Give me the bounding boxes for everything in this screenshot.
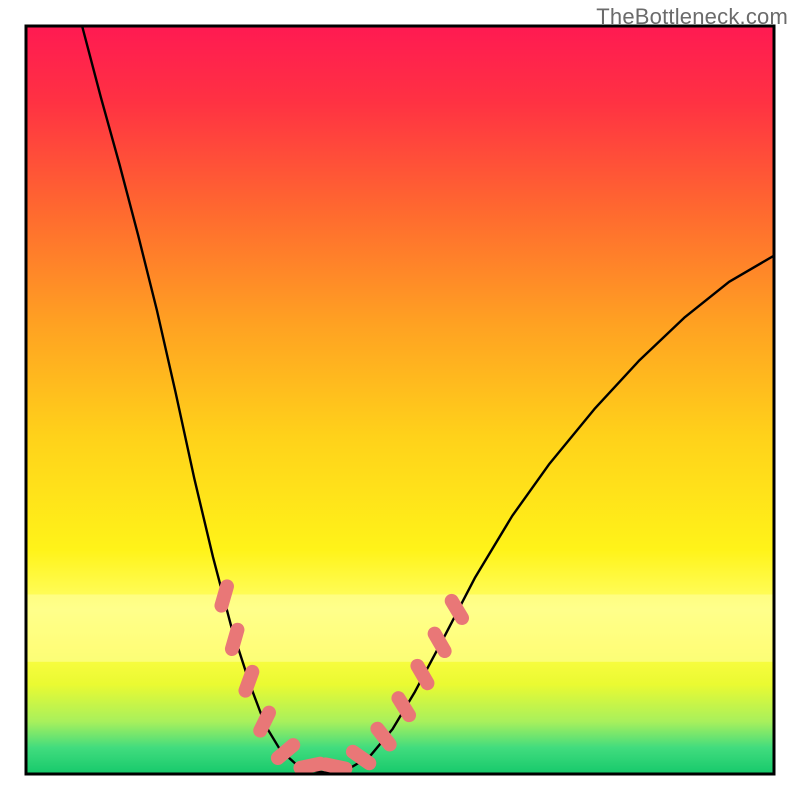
chart-stage: TheBottleneck.com — [0, 0, 800, 800]
pale-band — [26, 594, 774, 661]
bottleneck-chart — [0, 0, 800, 800]
watermark-text: TheBottleneck.com — [596, 4, 788, 30]
